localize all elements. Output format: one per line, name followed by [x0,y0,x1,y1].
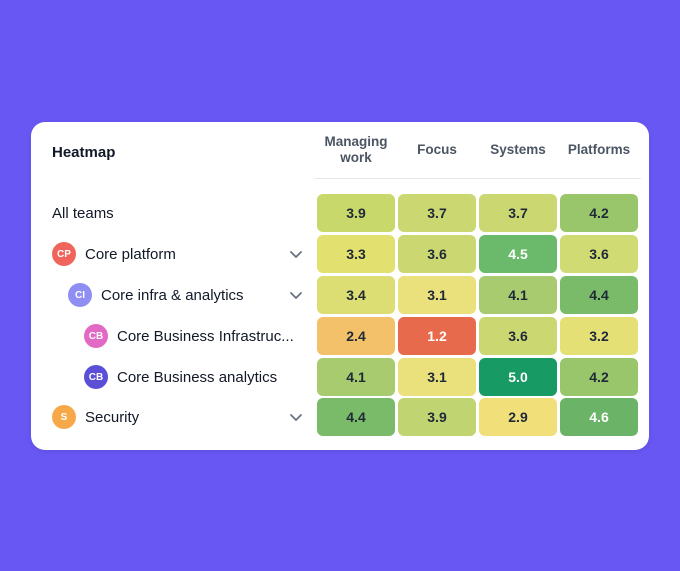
heatmap-cell[interactable]: 3.6 [479,317,557,355]
heatmap-cell[interactable]: 4.4 [317,398,395,436]
heatmap-row-core-business-infrastructure: CB Core Business Infrastruc... 2.4 1.2 3… [31,317,649,357]
heatmap-cell[interactable]: 4.1 [479,276,557,314]
heatmap-row-all-teams: All teams 3.9 3.7 3.7 4.2 [31,194,649,234]
row-label: All teams [52,194,114,232]
heatmap-cell[interactable]: 2.9 [479,398,557,436]
heatmap-cell[interactable]: 5.0 [479,358,557,396]
heatmap-cell[interactable]: 4.6 [560,398,638,436]
row-label[interactable]: CB Core Business Infrastruc... [84,317,294,355]
chevron-down-icon[interactable] [288,246,304,262]
heatmap-cell[interactable]: 4.4 [560,276,638,314]
heatmap-cell[interactable]: 3.2 [560,317,638,355]
heatmap-row-core-platform: CP Core platform 3.3 3.6 4.5 3.6 [31,235,649,275]
column-header-platforms: Platforms [567,142,631,157]
heatmap-cell[interactable]: 3.3 [317,235,395,273]
row-label[interactable]: S Security [52,398,139,436]
team-avatar: CB [84,365,108,389]
heatmap-cell[interactable]: 4.1 [317,358,395,396]
heatmap-row-security: S Security 4.4 3.9 2.9 4.6 [31,398,649,438]
heatmap-cell[interactable]: 3.4 [317,276,395,314]
heatmap-cell[interactable]: 1.2 [398,317,476,355]
heatmap-cell[interactable]: 3.7 [398,194,476,232]
team-avatar: S [52,405,76,429]
header-divider [315,178,641,179]
column-header-focus: Focus [417,142,457,157]
heatmap-cell[interactable]: 3.6 [398,235,476,273]
team-avatar: CB [84,324,108,348]
heatmap-cell[interactable]: 4.5 [479,235,557,273]
heatmap-title: Heatmap [52,144,116,161]
column-header-systems: Systems [490,142,546,157]
row-label[interactable]: CP Core platform [52,235,176,273]
column-header-managing-work: Managing work [324,134,388,165]
heatmap-cell[interactable]: 2.4 [317,317,395,355]
heatmap-cell[interactable]: 3.1 [398,276,476,314]
chevron-down-icon[interactable] [288,409,304,425]
heatmap-row-core-infra-analytics: CI Core infra & analytics 3.4 3.1 4.1 4.… [31,276,649,316]
heatmap-cell[interactable]: 3.9 [317,194,395,232]
heatmap-cell[interactable]: 3.7 [479,194,557,232]
team-avatar: CP [52,242,76,266]
heatmap-cell[interactable]: 3.9 [398,398,476,436]
row-label[interactable]: CI Core infra & analytics [68,276,244,314]
heatmap-row-core-business-analytics: CB Core Business analytics 4.1 3.1 5.0 4… [31,358,649,398]
row-label-text: All teams [52,204,114,222]
row-label[interactable]: CB Core Business analytics [84,358,277,396]
chevron-down-icon[interactable] [288,287,304,303]
row-label-text: Core Business Infrastruc... [117,327,294,345]
row-label-text: Core infra & analytics [101,286,244,304]
heatmap-cell[interactable]: 3.1 [398,358,476,396]
heatmap-cell[interactable]: 4.2 [560,194,638,232]
row-label-text: Core platform [85,245,176,263]
row-label-text: Security [85,408,140,426]
team-avatar: CI [68,283,92,307]
heatmap-cell[interactable]: 4.2 [560,358,638,396]
heatmap-card: Heatmap Managing work Focus Systems Plat… [31,122,649,450]
row-label-text: Core Business analytics [117,368,278,386]
heatmap-cell[interactable]: 3.6 [560,235,638,273]
